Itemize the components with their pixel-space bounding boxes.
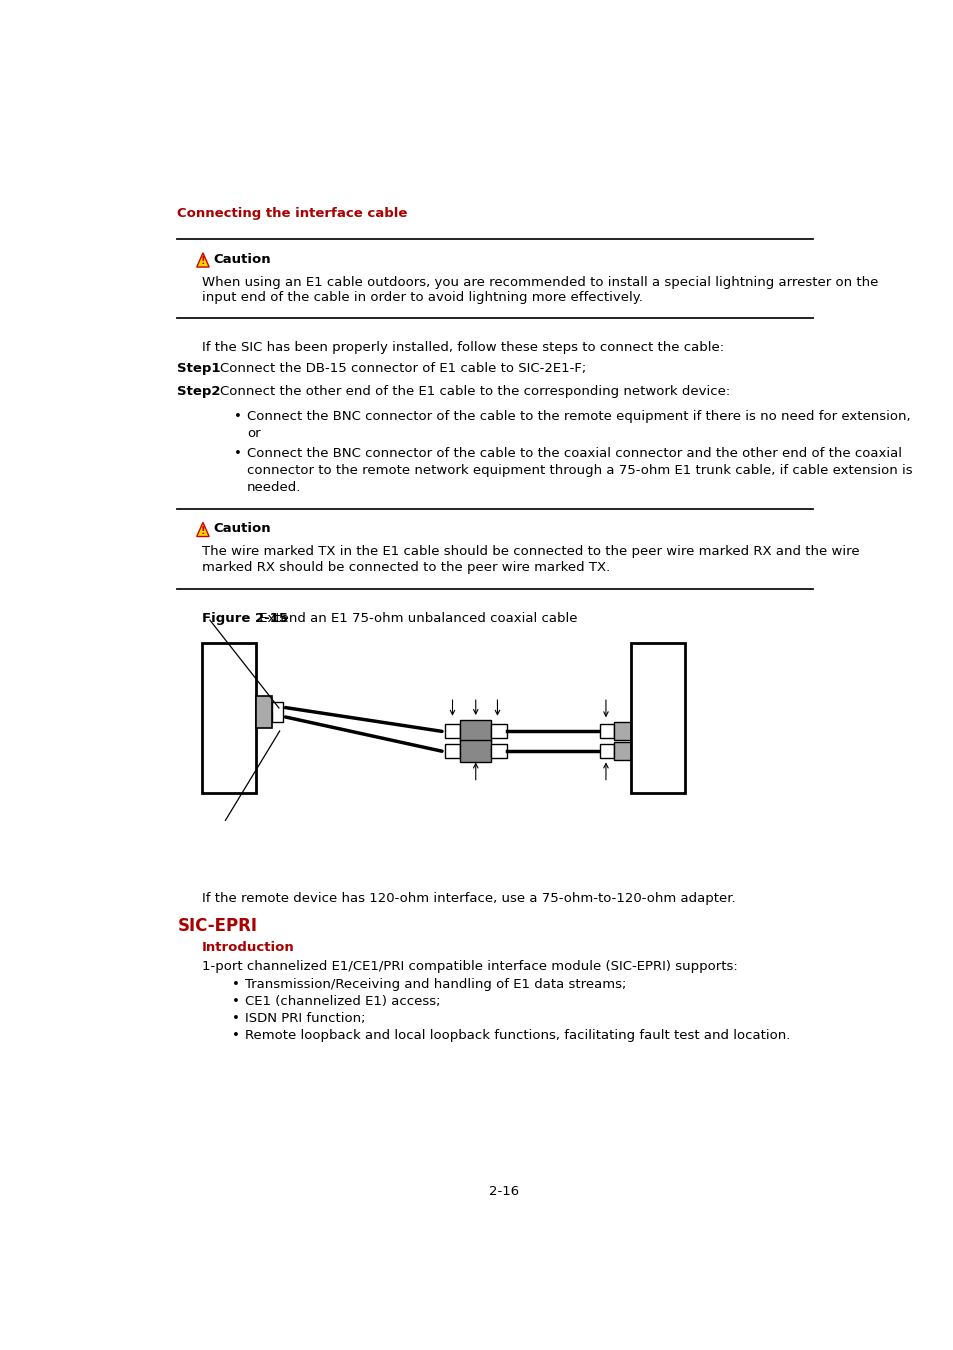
- Bar: [613, 722, 630, 740]
- Text: !: !: [200, 256, 205, 266]
- Text: marked RX should be connected to the peer wire marked TX.: marked RX should be connected to the pee…: [202, 560, 610, 574]
- Bar: [599, 724, 613, 738]
- Text: •: •: [232, 995, 239, 1008]
- Bar: [444, 744, 459, 757]
- Bar: [202, 643, 256, 794]
- Polygon shape: [196, 522, 209, 536]
- Bar: [444, 724, 459, 738]
- Bar: [599, 744, 613, 757]
- Text: Connect the BNC connector of the cable to the remote equipment if there is no ne: Connect the BNC connector of the cable t…: [247, 410, 910, 423]
- Text: Step1: Step1: [177, 362, 221, 375]
- Bar: [630, 643, 684, 794]
- Text: ISDN PRI function;: ISDN PRI function;: [245, 1012, 365, 1025]
- Text: Remote loopback and local loopback functions, facilitating fault test and locati: Remote loopback and local loopback funct…: [245, 1029, 789, 1042]
- Text: Connect the DB-15 connector of E1 cable to SIC-2E1-F;: Connect the DB-15 connector of E1 cable …: [220, 362, 586, 375]
- Text: needed.: needed.: [247, 481, 301, 494]
- Text: Step2: Step2: [177, 385, 221, 398]
- Text: •: •: [232, 1012, 239, 1025]
- Text: Caution: Caution: [213, 252, 272, 266]
- Bar: [613, 741, 630, 760]
- Text: When using an E1 cable outdoors, you are recommended to install a special lightn: When using an E1 cable outdoors, you are…: [202, 275, 878, 289]
- Text: Figure 2-15: Figure 2-15: [202, 613, 288, 625]
- Bar: [459, 740, 491, 761]
- Text: Connect the BNC connector of the cable to the coaxial connector and the other en: Connect the BNC connector of the cable t…: [247, 447, 902, 460]
- Text: Transmission/Receiving and handling of E1 data streams;: Transmission/Receiving and handling of E…: [245, 979, 625, 991]
- Text: 1-port channelized E1/CE1/PRI compatible interface module (SIC-EPRI) supports:: 1-port channelized E1/CE1/PRI compatible…: [202, 960, 738, 973]
- Text: !: !: [200, 526, 205, 536]
- Text: Connecting the interface cable: Connecting the interface cable: [177, 207, 407, 220]
- Bar: [459, 721, 491, 741]
- Bar: [256, 695, 272, 728]
- Bar: [272, 702, 282, 722]
- Text: •: •: [232, 1029, 239, 1042]
- Text: SIC-EPRI: SIC-EPRI: [177, 917, 257, 934]
- Text: 2-16: 2-16: [488, 1184, 518, 1197]
- Text: •: •: [233, 447, 241, 460]
- Bar: [491, 724, 506, 738]
- Text: The wire marked TX in the E1 cable should be connected to the peer wire marked R: The wire marked TX in the E1 cable shoul…: [202, 545, 859, 559]
- Text: Connect the other end of the E1 cable to the corresponding network device:: Connect the other end of the E1 cable to…: [220, 385, 729, 398]
- Polygon shape: [196, 252, 209, 267]
- Text: connector to the remote network equipment through a 75-ohm E1 trunk cable, if ca: connector to the remote network equipmen…: [247, 464, 912, 477]
- Text: Caution: Caution: [213, 522, 272, 536]
- Text: •: •: [233, 410, 241, 423]
- Text: If the SIC has been properly installed, follow these steps to connect the cable:: If the SIC has been properly installed, …: [202, 340, 723, 354]
- Bar: [491, 744, 506, 757]
- Text: or: or: [247, 427, 260, 440]
- Text: CE1 (channelized E1) access;: CE1 (channelized E1) access;: [245, 995, 440, 1008]
- Text: If the remote device has 120-ohm interface, use a 75-ohm-to-120-ohm adapter.: If the remote device has 120-ohm interfa…: [202, 892, 735, 904]
- Text: input end of the cable in order to avoid lightning more effectively.: input end of the cable in order to avoid…: [202, 292, 642, 304]
- Text: •: •: [232, 979, 239, 991]
- Text: Extend an E1 75-ohm unbalanced coaxial cable: Extend an E1 75-ohm unbalanced coaxial c…: [254, 613, 577, 625]
- Text: Introduction: Introduction: [202, 941, 294, 954]
